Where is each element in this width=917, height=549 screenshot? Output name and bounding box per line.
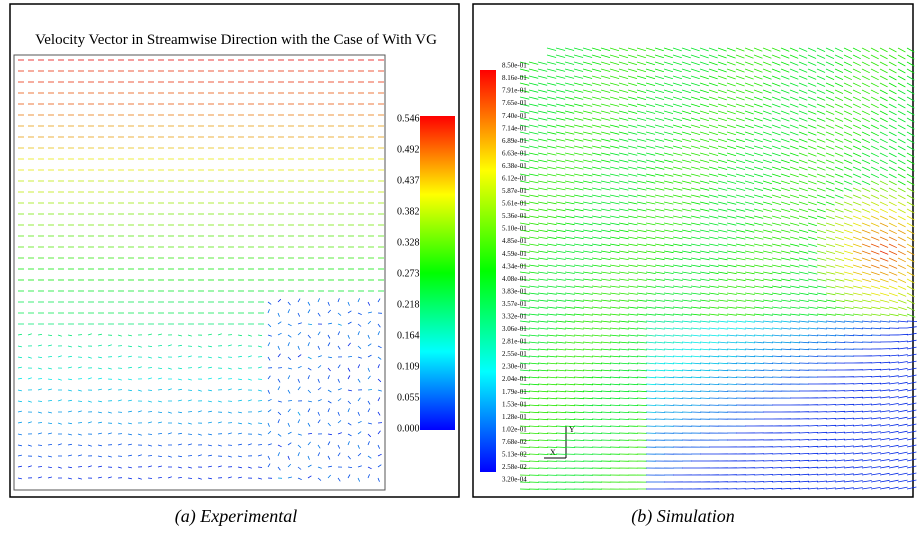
colorbar-label: 7.40e-01 [502,112,527,120]
colorbar [420,116,455,430]
colorbar-label: 3.32e-01 [502,313,527,321]
colorbar-label: 2.55e-01 [502,350,527,358]
colorbar-label: 1.28e-01 [502,413,527,421]
colorbar-label: 0.164 [397,330,420,341]
colorbar-label: 0.492 [397,144,420,155]
colorbar-label: 3.20e-04 [502,476,527,484]
colorbar-label: 7.91e-01 [502,87,527,95]
colorbar-label: 0.273 [397,268,420,279]
colorbar-label: 5.10e-01 [502,225,527,233]
colorbar-label: 4.08e-01 [502,275,527,283]
colorbar [480,70,496,472]
colorbar-label: 3.57e-01 [502,300,527,308]
colorbar-label: 0.000 [397,423,420,434]
colorbar-label: 2.58e-02 [502,463,527,471]
colorbar-label: 4.59e-01 [502,250,527,258]
colorbar-label: 8.50e-01 [502,62,527,70]
colorbar-label: 0.109 [397,361,420,372]
colorbar-label: 5.36e-01 [502,212,527,220]
colorbar-label: 6.63e-01 [502,149,527,157]
caption: (a) Experimental [175,506,297,527]
colorbar-label: 1.02e-01 [502,425,527,433]
colorbar-label: 2.04e-01 [502,375,527,383]
colorbar-label: 1.53e-01 [502,400,527,408]
caption: (b) Simulation [631,506,735,527]
colorbar-label: 4.34e-01 [502,262,527,270]
colorbar-label: 4.85e-01 [502,237,527,245]
colorbar-label: 5.61e-01 [502,200,527,208]
colorbar-label: 0.437 [397,175,420,186]
panel-b-frame [473,4,913,497]
colorbar-label: 0.055 [397,392,420,403]
colorbar-label: 7.65e-01 [502,99,527,107]
colorbar-label: 2.30e-01 [502,363,527,371]
colorbar-label: 0.328 [397,237,420,248]
colorbar-label: 6.38e-01 [502,162,527,170]
axis-x-label: X [550,448,556,457]
colorbar-label: 1.79e-01 [502,388,527,396]
colorbar-label: 0.546 [397,113,420,124]
panel-a-frame [10,4,459,497]
colorbar-label: 7.68e-02 [502,438,527,446]
colorbar-label: 6.12e-01 [502,175,527,183]
colorbar-label: 5.13e-02 [502,451,527,459]
colorbar-label: 0.382 [397,206,420,217]
colorbar-label: 6.89e-01 [502,137,527,145]
colorbar-label: 5.87e-01 [502,187,527,195]
colorbar-label: 8.16e-01 [502,74,527,82]
colorbar-label: 7.14e-01 [502,124,527,132]
panel-title: Velocity Vector in Streamwise Direction … [35,32,437,48]
colorbar-label: 0.218 [397,299,420,310]
colorbar-label: 3.06e-01 [502,325,527,333]
colorbar-label: 2.81e-01 [502,338,527,346]
colorbar-label: 3.83e-01 [502,287,527,295]
